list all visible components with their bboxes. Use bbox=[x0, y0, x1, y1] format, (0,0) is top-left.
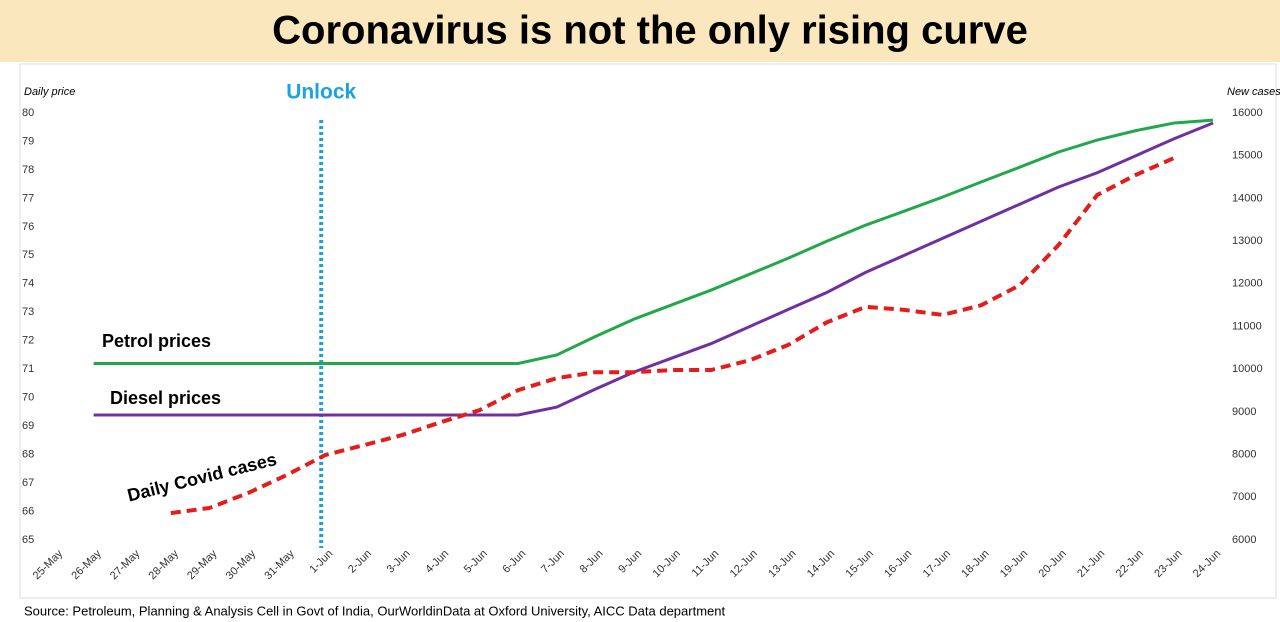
x-tick-label: 15-Jun bbox=[844, 548, 876, 580]
x-tick-label: 14-Jun bbox=[805, 548, 837, 580]
x-tick-label: 6-Jun bbox=[500, 548, 528, 576]
x-tick-label: 18-Jun bbox=[959, 548, 991, 580]
y2-tick-label: 7000 bbox=[1232, 491, 1256, 503]
y2-tick-label: 9000 bbox=[1232, 406, 1256, 418]
series-label: Petrol prices bbox=[102, 331, 211, 351]
x-tick-label: 8-Jun bbox=[578, 548, 606, 576]
x-tick-label: 7-Jun bbox=[539, 548, 567, 576]
y-tick-label: 66 bbox=[22, 505, 34, 517]
x-tick-label: 2-Jun bbox=[346, 548, 374, 576]
y-tick-label: 69 bbox=[22, 420, 34, 432]
x-tick-label: 28-May bbox=[147, 547, 182, 582]
x-tick-label: 3-Jun bbox=[385, 548, 413, 576]
y-axis-label: Daily price bbox=[24, 86, 75, 98]
y2-tick-label: 6000 bbox=[1232, 534, 1256, 546]
x-tick-label: 31-May bbox=[262, 547, 297, 582]
y-tick-label: 65 bbox=[22, 534, 34, 546]
y-tick-label: 77 bbox=[22, 192, 34, 204]
y2-tick-label: 13000 bbox=[1232, 235, 1263, 247]
x-tick-label: 16-Jun bbox=[882, 548, 914, 580]
series-line bbox=[93, 118, 1214, 366]
series-label: Daily Covid cases bbox=[125, 449, 278, 505]
x-tick-label: 9-Jun bbox=[616, 548, 644, 576]
y-tick-label: 67 bbox=[22, 477, 34, 489]
y2-tick-label: 12000 bbox=[1232, 278, 1263, 290]
y-tick-label: 79 bbox=[22, 135, 34, 147]
x-tick-label: 20-Jun bbox=[1037, 548, 1069, 580]
y-tick-label: 74 bbox=[22, 278, 34, 290]
y2-axis-label: New cases bbox=[1227, 86, 1280, 98]
y-tick-label: 72 bbox=[22, 335, 34, 347]
x-tick-label: 5-Jun bbox=[462, 548, 490, 576]
x-tick-label: 24-Jun bbox=[1191, 548, 1223, 580]
y-tick-label: 71 bbox=[22, 363, 34, 375]
title-banner bbox=[0, 0, 1280, 62]
x-tick-label: 26-May bbox=[69, 547, 104, 582]
x-tick-label: 25-May bbox=[31, 547, 66, 582]
y-tick-label: 68 bbox=[22, 449, 34, 461]
y-tick-label: 73 bbox=[22, 306, 34, 318]
x-tick-label: 22-Jun bbox=[1114, 548, 1146, 580]
y2-tick-label: 15000 bbox=[1232, 150, 1263, 162]
chart-title: Coronavirus is not the only rising curve bbox=[272, 9, 1028, 53]
y2-tick-label: 8000 bbox=[1232, 449, 1256, 461]
x-tick-label: 12-Jun bbox=[728, 548, 760, 580]
x-tick-label: 29-May bbox=[185, 547, 220, 582]
x-tick-label: 13-Jun bbox=[766, 548, 798, 580]
chart-border bbox=[19, 63, 1277, 599]
x-tick-label: 1-Jun bbox=[307, 548, 335, 576]
source: Source: Petroleum, Planning & Analysis C… bbox=[24, 603, 725, 618]
y2-tick-label: 16000 bbox=[1232, 107, 1263, 119]
y2-tick-label: 14000 bbox=[1232, 192, 1263, 204]
series-line bbox=[93, 121, 1214, 417]
x-tick-label: 10-Jun bbox=[651, 548, 683, 580]
x-tick-label: 27-May bbox=[108, 547, 143, 582]
y2-tick-label: 10000 bbox=[1232, 363, 1263, 375]
x-tick-label: 19-Jun bbox=[998, 548, 1030, 580]
x-tick-label: 21-Jun bbox=[1075, 548, 1107, 580]
x-tick-label: 30-May bbox=[224, 547, 259, 582]
x-tick-label: 4-Jun bbox=[423, 548, 451, 576]
y2-tick-label: 11000 bbox=[1232, 320, 1262, 332]
y-tick-label: 76 bbox=[22, 221, 34, 233]
x-tick-label: 11-Jun bbox=[690, 548, 722, 580]
annotation-label: Unlock bbox=[286, 81, 356, 104]
y-tick-label: 78 bbox=[22, 164, 34, 176]
y-tick-label: 80 bbox=[22, 107, 34, 119]
x-tick-label: 17-Jun bbox=[921, 548, 953, 580]
y-tick-label: 75 bbox=[22, 249, 34, 261]
series-line bbox=[170, 156, 1176, 516]
series-label: Diesel prices bbox=[110, 388, 221, 408]
x-tick-label: 23-Jun bbox=[1152, 548, 1184, 580]
y-tick-label: 70 bbox=[22, 392, 34, 404]
